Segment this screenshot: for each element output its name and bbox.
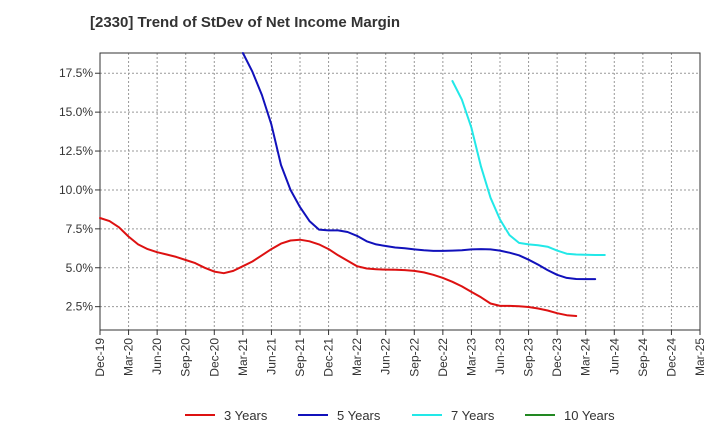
- x-tick-label: Jun-24: [607, 338, 621, 375]
- y-tick-label: 12.5%: [59, 144, 93, 158]
- legend: 3 Years 5 Years 7 Years 10 Years: [185, 408, 615, 423]
- series-line-2: [451, 80, 606, 256]
- x-tick-label: Sep-24: [636, 338, 650, 377]
- x-tick-label: Jun-21: [264, 338, 278, 375]
- x-tick-label: Mar-21: [236, 338, 250, 376]
- x-tick-label: Jun-22: [379, 338, 393, 375]
- x-tick-label: Dec-19: [93, 338, 107, 377]
- x-tick-label: Jun-20: [150, 338, 164, 375]
- x-tick-label: Sep-20: [179, 338, 193, 377]
- x-tick-label: Mar-22: [350, 338, 364, 376]
- plot-area-frame: [99, 52, 701, 331]
- legend-label: 5 Years: [337, 408, 381, 423]
- y-tick-label: 17.5%: [59, 66, 93, 80]
- x-tick-label: Mar-25: [693, 338, 707, 376]
- x-tick-label: Dec-21: [322, 338, 336, 377]
- x-tick-label: Mar-20: [122, 338, 136, 376]
- y-tick-label: 2.5%: [66, 300, 94, 314]
- x-tick-label: Dec-22: [436, 338, 450, 377]
- y-axis: 2.5% 5.0% 7.5% 10.0% 12.5% 15.0% 17.5%: [59, 66, 100, 314]
- y-tick-label: 5.0%: [66, 261, 94, 275]
- series-lines: [99, 52, 606, 317]
- x-tick-label: Sep-23: [522, 338, 536, 377]
- y-tick-label: 7.5%: [66, 222, 94, 236]
- x-tick-label: Dec-20: [207, 338, 221, 377]
- x-tick-label: Sep-21: [293, 338, 307, 377]
- legend-label: 3 Years: [224, 408, 268, 423]
- x-tick-label: Dec-24: [664, 338, 678, 377]
- x-tick-label: Dec-23: [550, 338, 564, 377]
- x-tick-label: Mar-23: [464, 338, 478, 376]
- x-tick-label: Mar-24: [579, 338, 593, 376]
- chart-title: [2330] Trend of StDev of Net Income Marg…: [90, 14, 401, 31]
- grid-lines: [100, 53, 700, 330]
- series-line-1: [241, 52, 597, 281]
- y-tick-label: 10.0%: [59, 183, 93, 197]
- series-line-0: [99, 217, 578, 317]
- x-tick-label: Jun-23: [493, 338, 507, 375]
- x-tick-label: Sep-22: [407, 338, 421, 377]
- x-axis: Dec-19 Mar-20 Jun-20 Sep-20 Dec-20 Mar-21 Jun-…: [93, 330, 707, 377]
- y-tick-label: 15.0%: [59, 105, 93, 119]
- legend-label: 7 Years: [451, 408, 495, 423]
- legend-label: 10 Years: [564, 408, 615, 423]
